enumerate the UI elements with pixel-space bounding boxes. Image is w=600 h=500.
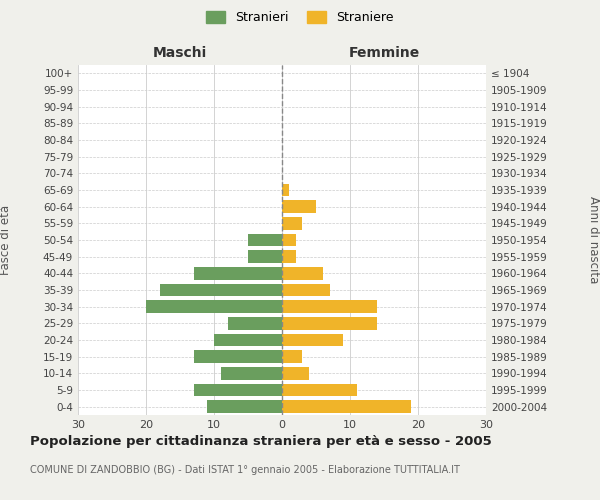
Text: Femmine: Femmine [349,46,419,60]
Text: Anni di nascita: Anni di nascita [587,196,600,284]
Bar [160,284,282,296]
Text: Maschi: Maschi [153,46,207,60]
Bar [282,184,289,196]
Text: COMUNE DI ZANDOBBIO (BG) - Dati ISTAT 1° gennaio 2005 - Elaborazione TUTTITALIA.: COMUNE DI ZANDOBBIO (BG) - Dati ISTAT 1°… [30,465,460,475]
Text: Popolazione per cittadinanza straniera per età e sesso - 2005: Popolazione per cittadinanza straniera p… [30,435,492,448]
Legend: Stranieri, Straniere: Stranieri, Straniere [202,6,398,29]
Bar [282,217,302,230]
Text: Fasce di età: Fasce di età [0,205,13,275]
Bar [282,284,329,296]
Bar [221,367,282,380]
Bar [282,367,309,380]
Bar [282,200,316,213]
Bar [282,300,377,313]
Bar [146,300,282,313]
Bar [227,317,282,330]
Bar [282,384,357,396]
Bar [282,334,343,346]
Bar [282,267,323,280]
Bar [214,334,282,346]
Bar [282,234,296,246]
Bar [282,250,296,263]
Bar [282,317,377,330]
Bar [194,384,282,396]
Bar [194,350,282,363]
Bar [248,250,282,263]
Bar [248,234,282,246]
Bar [194,267,282,280]
Bar [282,350,302,363]
Bar [207,400,282,413]
Bar [282,400,411,413]
